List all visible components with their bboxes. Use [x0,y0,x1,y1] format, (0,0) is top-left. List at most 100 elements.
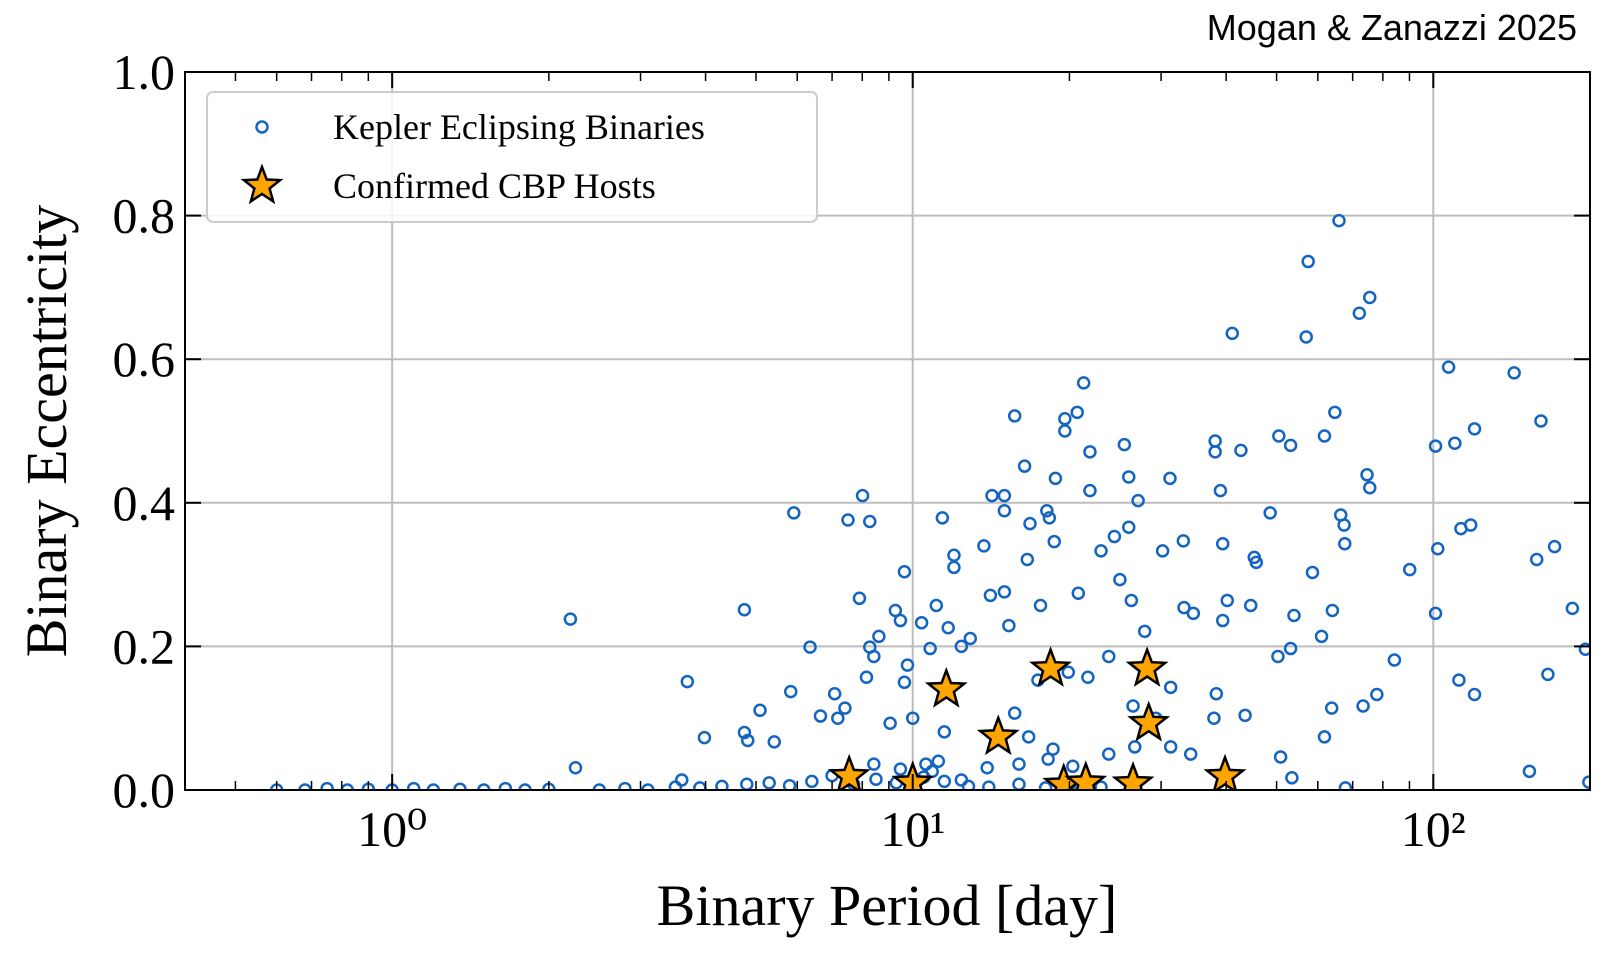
point [1163,680,1178,695]
point [1081,670,1095,685]
y-axis-label: Binary Eccentricity [14,205,79,658]
point [592,783,607,790]
ticks: 10⁰ 10¹ 10² 0.0 0.2 0.4 0.6 0.8 1.0 [113,44,1590,857]
point [827,687,842,701]
y-tick-label: 0.8 [113,188,176,244]
x-axis-label: Binary Period [day] [657,873,1118,938]
point [805,774,819,789]
point [982,780,996,790]
point [1066,759,1080,774]
point [1213,483,1228,498]
point [925,764,939,779]
star-point [1127,700,1171,742]
point [1208,445,1222,459]
legend: Kepler Eclipsing Binaries Confirmed CBP H… [206,91,818,223]
point [838,701,852,715]
point [869,772,883,786]
point [983,588,998,603]
point [1007,706,1022,720]
point [1002,618,1016,633]
point [1387,653,1402,667]
point [1370,687,1384,702]
point [863,514,877,529]
point [782,778,797,790]
point [477,783,491,790]
point [923,641,937,656]
point [1124,593,1139,608]
point [568,760,583,775]
point [783,684,798,699]
point [1547,539,1562,554]
point [1352,306,1367,320]
point [1071,586,1086,601]
point [1177,600,1191,615]
point [1058,412,1072,426]
point [997,488,1012,503]
point [1012,777,1026,790]
point [929,598,944,613]
point [1131,493,1145,508]
point [1020,552,1035,567]
point [803,640,817,654]
point [1529,552,1544,567]
point [859,670,874,685]
x-tick-label: 10² [1401,801,1466,857]
point [1273,750,1288,764]
point [1137,624,1152,639]
point [1402,562,1417,577]
point [1363,480,1377,495]
point [1522,764,1537,779]
point [1070,405,1084,420]
point [888,603,903,618]
point [1299,330,1313,344]
point [1163,740,1178,754]
point [298,783,312,790]
point [947,548,961,562]
point [931,754,946,769]
point [1263,506,1277,520]
point [1431,542,1445,556]
point [905,711,920,725]
point [997,503,1012,518]
point [985,488,999,503]
star-point [924,666,968,708]
point [1271,649,1285,664]
point [1283,438,1298,453]
point [1048,471,1063,486]
point [1337,518,1351,532]
point [963,631,978,646]
point [1272,429,1286,443]
point [1243,598,1258,613]
plot-frame [184,71,1591,791]
legend-box [206,91,818,223]
point [867,757,881,771]
y-tick-label: 0.6 [113,331,176,387]
point [1094,544,1108,558]
point [1083,483,1097,498]
point [1128,740,1142,754]
point [753,703,767,718]
point [737,603,752,617]
point [740,777,754,790]
point [1163,471,1177,486]
point [1467,422,1482,436]
point [1126,699,1140,713]
point [1541,667,1555,682]
point [893,762,908,776]
star-point [1203,753,1247,790]
point [1225,326,1240,341]
x-tick-label: 10⁰ [357,801,427,857]
point [1314,629,1329,644]
y-tick-label: 0.4 [113,475,176,531]
point [1283,641,1298,656]
point [831,711,845,725]
point [1183,747,1198,761]
point [872,629,886,644]
point [1102,649,1116,664]
point [947,560,961,575]
point [1117,437,1132,452]
point [1324,701,1339,715]
point [715,779,729,790]
point [1328,405,1342,420]
